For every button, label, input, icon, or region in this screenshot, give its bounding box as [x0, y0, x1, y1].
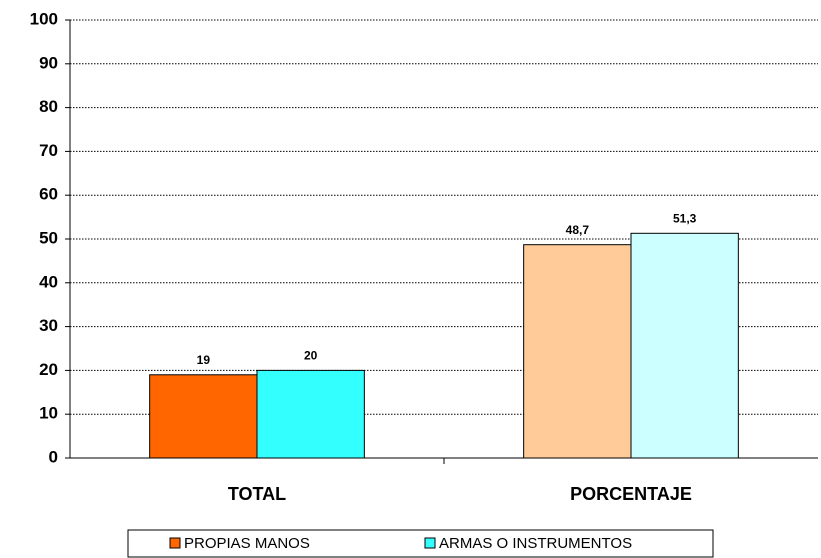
- legend-label: PROPIAS MANOS: [184, 535, 310, 552]
- bar: [256, 369, 365, 459]
- value-label: 51,3: [673, 211, 697, 225]
- value-label: 19: [197, 353, 211, 367]
- y-tick-label: 60: [39, 185, 58, 204]
- y-tick-label: 80: [39, 97, 58, 116]
- y-tick-label: 30: [39, 316, 58, 335]
- legend-box: [127, 529, 714, 558]
- y-tick-label: 10: [39, 404, 58, 423]
- x-tick-label: TOTAL: [228, 484, 286, 504]
- y-tick-label: 100: [30, 9, 58, 28]
- y-tick-label: 0: [49, 447, 58, 466]
- value-label: 20: [304, 349, 318, 363]
- y-tick-label: 70: [39, 141, 58, 160]
- legend-label: ARMAS O INSTRUMENTOS: [439, 535, 632, 552]
- y-tick-label: 50: [39, 228, 58, 247]
- bar: [523, 244, 632, 459]
- value-label: 48,7: [566, 223, 590, 237]
- bar: [630, 232, 739, 459]
- y-tick-label: 40: [39, 272, 58, 291]
- bar: [149, 374, 258, 459]
- y-tick-label: 20: [39, 360, 58, 379]
- x-tick-label: PORCENTAJE: [570, 484, 692, 504]
- legend-swatch: [169, 537, 181, 549]
- y-tick-label: 90: [39, 53, 58, 72]
- legend-swatch: [424, 537, 436, 549]
